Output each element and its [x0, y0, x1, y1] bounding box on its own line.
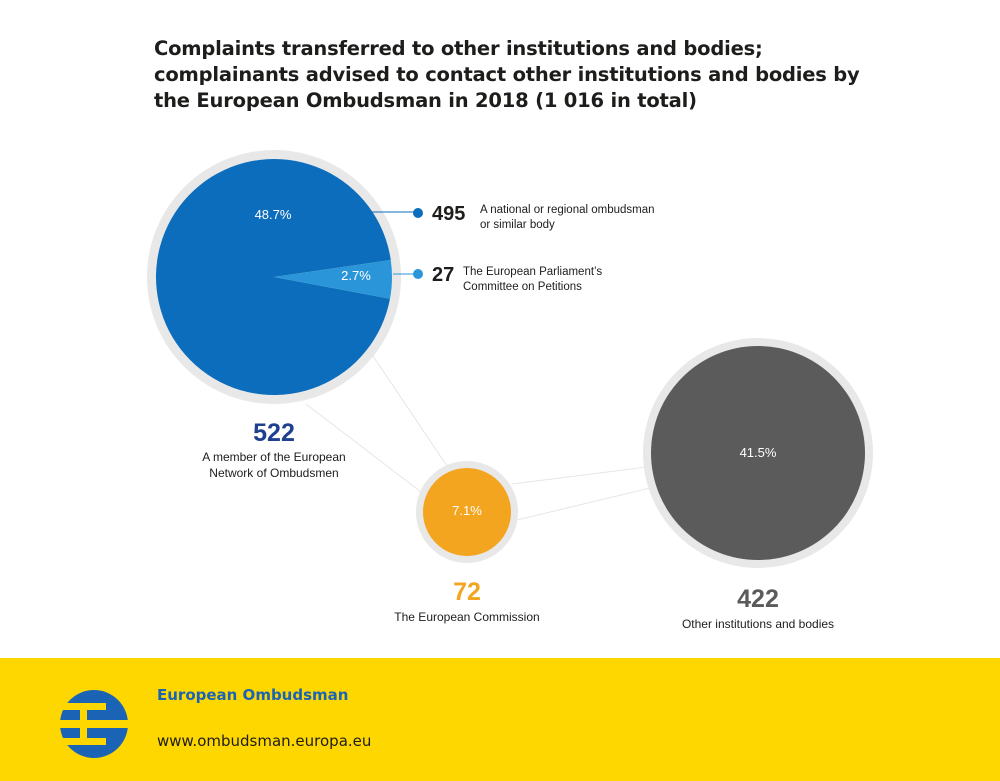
label-other: Other institutions and bodies	[682, 617, 834, 631]
connector-line	[372, 355, 448, 467]
value-other: 422	[737, 585, 779, 613]
title-line-3: the European Ombudsman in 2018 (1 016 in…	[154, 89, 697, 112]
connector-line	[305, 403, 422, 493]
title-line-1: Complaints transferred to other institut…	[154, 37, 763, 60]
slice-national-ombudsman	[156, 159, 391, 396]
label-parliament-line-2: Committee on Petitions	[463, 281, 582, 293]
label-national-line-2: or similar body	[480, 219, 555, 231]
commission-circle	[423, 468, 511, 556]
european-ombudsman-logo-icon	[58, 690, 128, 758]
percent-label-commission: 7.1%	[452, 503, 482, 518]
slice-committee-on-petitions	[274, 259, 393, 299]
label-parliament-line-1: The European Parliament’s	[463, 266, 602, 278]
label-network-line-2: Network of Ombudsmen	[209, 466, 338, 480]
label-national-line-1: A national or regional ombudsman	[480, 204, 655, 216]
other-circle	[651, 346, 865, 560]
website-link[interactable]: www.ombudsman.europa.eu	[157, 732, 372, 750]
title-line-2: complainants advised to contact other in…	[154, 63, 860, 86]
brand-name: European Ombudsman	[157, 686, 349, 704]
value-parliament: 27	[432, 264, 454, 286]
label-network-line-1: A member of the European	[202, 450, 345, 464]
footer-bar: European Ombudsman www.ombudsman.europa.…	[0, 658, 1000, 781]
percent-label-other: 41.5%	[740, 445, 777, 460]
connector-line	[511, 466, 648, 485]
callout-dot-parliament	[413, 269, 423, 279]
connector-line	[516, 487, 651, 521]
percent-label-national: 48.7%	[255, 207, 292, 222]
value-commission: 72	[453, 578, 481, 606]
label-commission: The European Commission	[394, 610, 539, 624]
chart-title: Complaints transferred to other institut…	[154, 36, 874, 114]
bubble-pie-chart: 48.7% 2.7% 495 A national or regional om…	[147, 150, 873, 631]
percent-label-parliament: 2.7%	[341, 268, 371, 283]
value-network: 522	[253, 419, 295, 447]
callout-dot-national	[413, 208, 423, 218]
value-national: 495	[432, 203, 465, 225]
